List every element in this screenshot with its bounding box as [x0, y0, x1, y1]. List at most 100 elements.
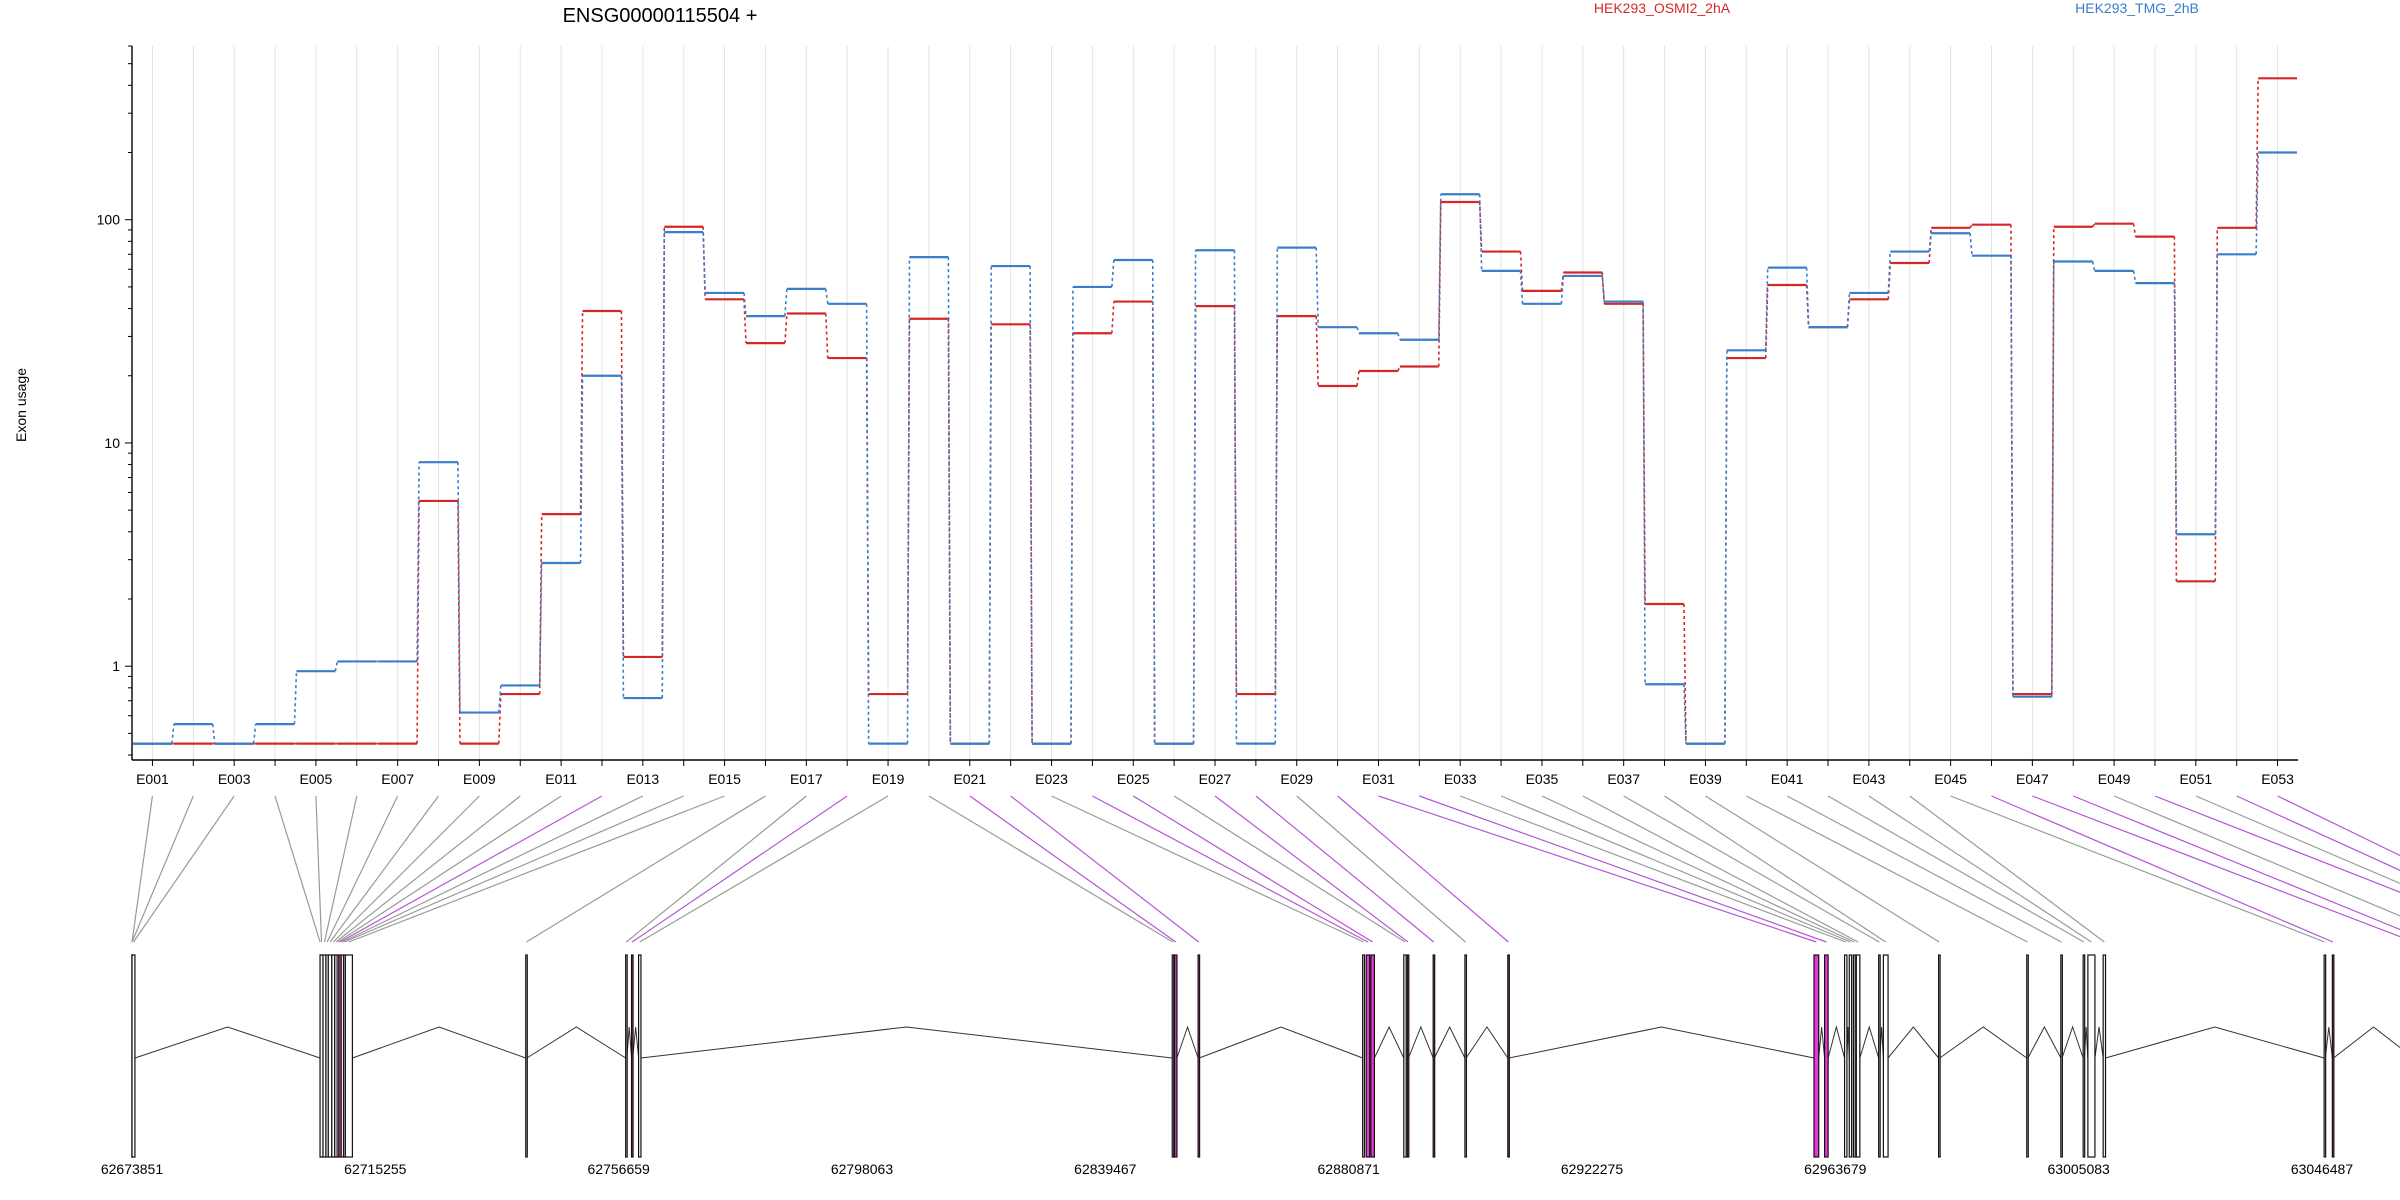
intron-line	[2105, 1026, 2325, 1059]
series-1-connector	[824, 313, 829, 359]
exon-connector	[1746, 795, 2028, 943]
exon-box	[2082, 954, 2086, 1158]
intron-line	[352, 1026, 526, 1059]
intron-line	[1373, 1025, 1405, 1059]
series-2	[133, 151, 2297, 745]
series-2-connector	[1356, 326, 1360, 334]
exon-box	[1370, 954, 1376, 1158]
x-tick-label: E009	[463, 771, 496, 787]
x-tick-label: E051	[2179, 771, 2212, 787]
exon-box	[2087, 954, 2096, 1158]
exon-box	[2331, 954, 2335, 1158]
x-tick-label: E045	[1934, 771, 1967, 787]
series-1-connector	[1887, 262, 1892, 300]
exon-box	[1507, 954, 1510, 1158]
series-1-connector	[2255, 78, 2259, 228]
intron-line	[2333, 1026, 2400, 1059]
series-2-connector	[1601, 275, 1606, 302]
series-1-connector	[1969, 224, 1973, 229]
series-2-connector	[1642, 301, 1646, 685]
series-1-connector	[457, 500, 461, 744]
exon-connector	[348, 795, 725, 943]
intron-line	[1887, 1026, 1939, 1059]
intron-line	[2324, 1026, 2333, 1059]
genomic-tick-label: 62839467	[1074, 1161, 1137, 1177]
y-tick-label: 100	[97, 212, 121, 228]
series-2-connector	[2091, 261, 2096, 272]
chart-title: ENSG00000115504 +	[563, 5, 758, 27]
series-2-connector	[824, 288, 829, 304]
exon-box	[1882, 954, 1889, 1158]
exon-box	[1848, 954, 1853, 1158]
exon-connector-lines	[131, 795, 2400, 943]
exon-box	[1403, 954, 1407, 1158]
series-2-connector	[1315, 247, 1319, 328]
series-2-connector	[661, 232, 666, 699]
x-tick-label: E017	[790, 771, 823, 787]
x-tick-label: E015	[708, 771, 741, 787]
exon-connector	[1051, 795, 1364, 943]
exon-box	[1852, 954, 1856, 1158]
intron-line	[1199, 1026, 1363, 1059]
x-tick-label: E007	[381, 771, 414, 787]
series-2-connector	[1846, 292, 1851, 328]
exon-connector	[329, 795, 439, 943]
exon-connector	[526, 795, 766, 943]
exon-box	[2026, 954, 2029, 1158]
series-2-connector	[2010, 255, 2014, 697]
series-2-connector	[1029, 266, 1033, 744]
series-2-connector	[252, 724, 257, 744]
vertical-gridlines	[151, 46, 2279, 760]
exon-connector	[1459, 795, 1846, 943]
y-tick-label: 10	[104, 435, 120, 451]
series-1-connector	[2132, 223, 2137, 237]
exon-connector	[1541, 795, 1855, 943]
series-1-connector	[1519, 251, 1524, 291]
x-tick-label: E033	[1444, 771, 1477, 787]
series-2-connector	[1724, 350, 1728, 744]
exon-connector	[1092, 795, 1369, 943]
exon-connector	[344, 795, 684, 943]
x-tick-label: E025	[1117, 771, 1150, 787]
series-2-connector	[1192, 250, 1197, 744]
series-lines	[133, 77, 2297, 745]
exon-connector	[1991, 795, 2334, 943]
exon-connector	[2113, 795, 2400, 917]
intron-line	[1508, 1026, 1815, 1059]
y-tick-label: 1	[112, 658, 120, 674]
exon-connector	[928, 795, 1174, 943]
intron-line	[1433, 1025, 1466, 1059]
exon-connector	[1582, 795, 1859, 943]
series-2-connector	[334, 661, 339, 672]
exon-connector	[132, 795, 235, 943]
exon-box	[625, 954, 628, 1158]
x-tick-label: E011	[545, 771, 577, 787]
series-1-connector	[1151, 301, 1156, 744]
x-tick-label: E019	[872, 771, 905, 787]
intron-line	[1859, 1025, 1880, 1059]
exon-connector	[335, 795, 521, 943]
intron-line	[1827, 1025, 1846, 1059]
exon-connector	[639, 795, 889, 943]
legend-entry-series-2: HEK293_TMG_2hB	[2075, 0, 2199, 16]
exon-box	[1365, 954, 1371, 1158]
x-tick-label: E029	[1280, 771, 1313, 787]
series-2-connector	[988, 266, 993, 744]
intron-line	[1176, 1025, 1199, 1059]
x-tick-label: E021	[953, 771, 986, 787]
x-tick-label: E005	[300, 771, 333, 787]
series-2-connector	[2050, 261, 2055, 697]
x-tick-label: E049	[2098, 771, 2131, 787]
series-2-connector	[211, 724, 216, 744]
series-2-connector	[1233, 250, 1238, 744]
series-1-connector	[1274, 316, 1279, 695]
exon-box	[1362, 954, 1366, 1158]
series-1-connector	[498, 694, 502, 744]
exon-connector	[323, 795, 358, 943]
exon-box	[638, 954, 642, 1158]
series-2-connector	[2214, 254, 2219, 535]
exon-box	[1813, 954, 1820, 1158]
exon-connector	[326, 795, 399, 943]
series-2-connector	[1478, 194, 1483, 271]
intron-line	[2027, 1025, 2062, 1059]
